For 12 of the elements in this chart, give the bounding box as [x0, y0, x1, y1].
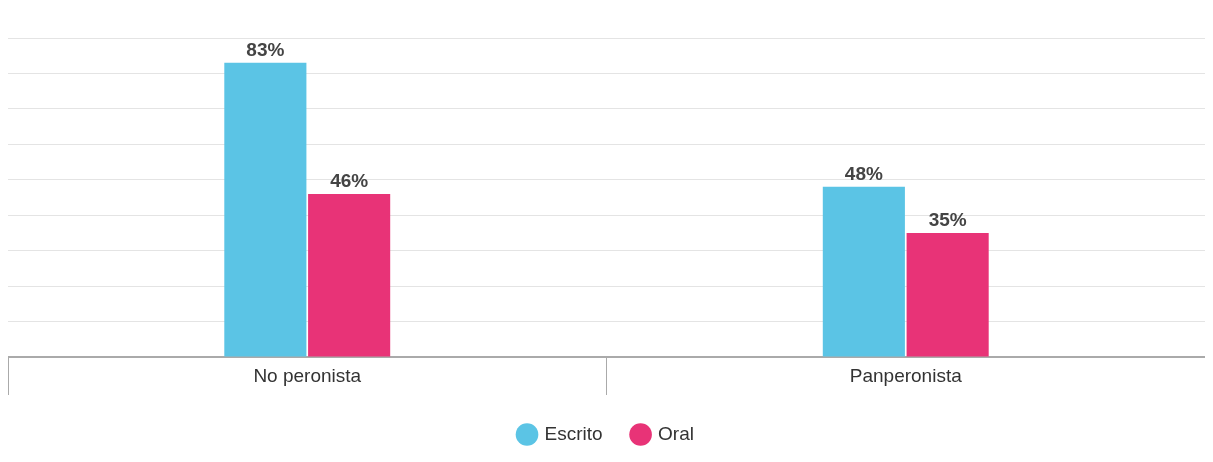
bar	[224, 62, 307, 357]
x-tick-label: Panperonista	[849, 365, 963, 387]
data-label: 46%	[330, 169, 369, 191]
data-label: 83%	[246, 38, 285, 60]
legend-label: Escrito	[544, 422, 603, 444]
data-label: 48%	[844, 162, 883, 184]
bar	[906, 232, 989, 357]
bar	[822, 186, 905, 357]
data-label: 35%	[928, 208, 967, 230]
x-tick-label: No peronista	[253, 365, 362, 387]
bar	[308, 193, 391, 357]
legend-label: Oral	[658, 422, 694, 444]
